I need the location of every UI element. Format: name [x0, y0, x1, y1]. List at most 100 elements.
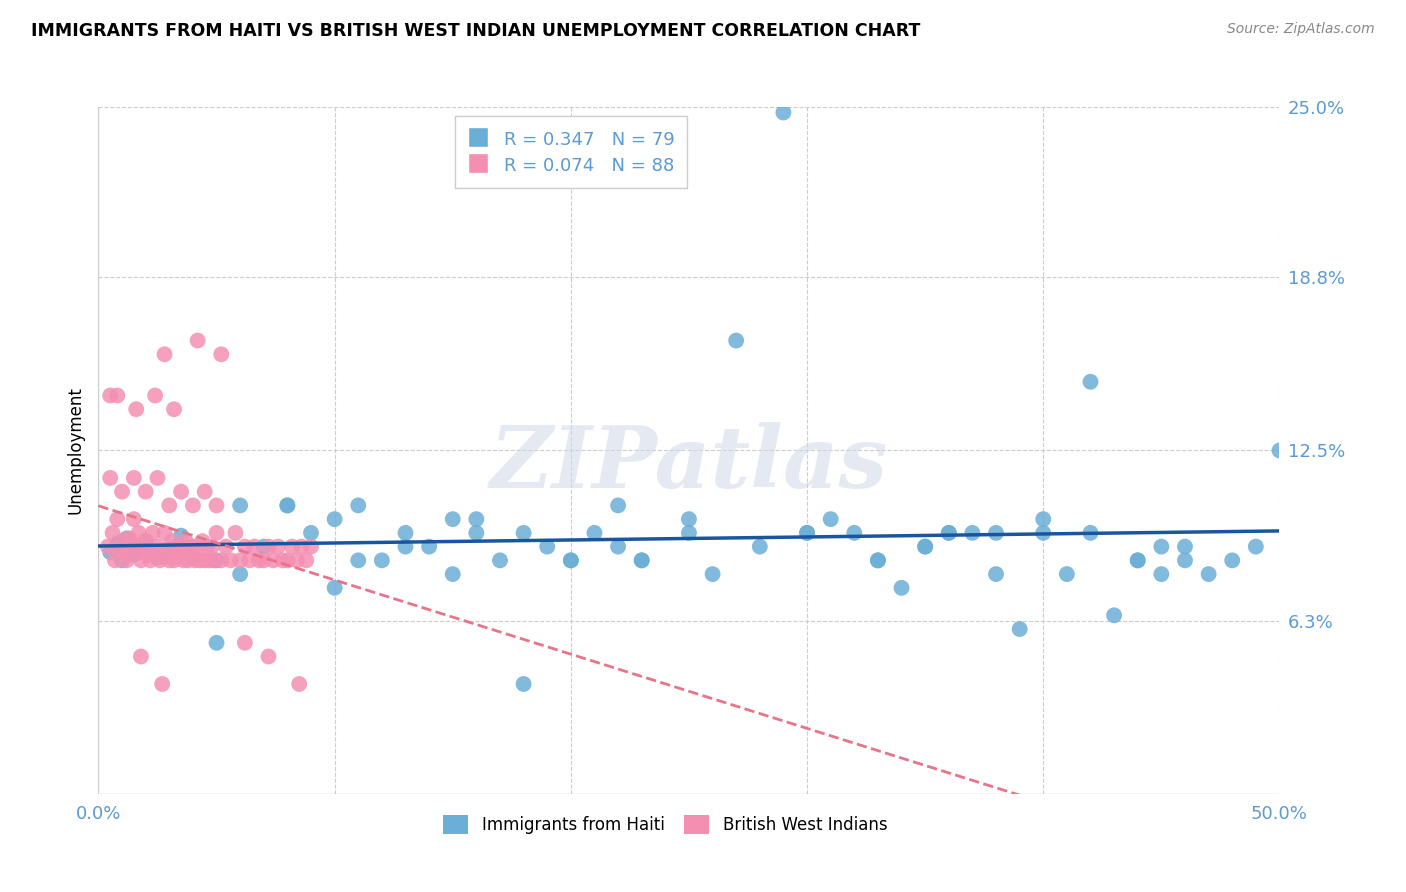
Point	[512, 525, 534, 540]
Point	[465, 525, 488, 540]
Point	[98, 388, 121, 402]
Point	[441, 567, 464, 582]
Point	[938, 525, 960, 540]
Point	[371, 553, 394, 567]
Point	[866, 553, 889, 567]
Point	[276, 499, 298, 513]
Point	[262, 553, 284, 567]
Point	[323, 581, 346, 595]
Point	[725, 334, 748, 348]
Point	[125, 402, 148, 417]
Point	[323, 512, 346, 526]
Point	[191, 534, 214, 549]
Point	[607, 540, 630, 554]
Point	[153, 525, 176, 540]
Point	[271, 553, 294, 567]
Point	[233, 540, 256, 554]
Point	[1008, 622, 1031, 636]
Point	[177, 553, 200, 567]
Point	[136, 548, 159, 562]
Point	[938, 525, 960, 540]
Point	[288, 677, 311, 691]
Point	[121, 537, 143, 551]
Point	[1150, 567, 1173, 582]
Point	[150, 677, 173, 691]
Point	[1268, 443, 1291, 458]
Point	[156, 545, 179, 559]
Point	[890, 581, 912, 595]
Point	[104, 553, 127, 567]
Point	[202, 553, 225, 567]
Point	[188, 553, 211, 567]
Point	[180, 540, 202, 554]
Point	[253, 553, 276, 567]
Point	[181, 499, 204, 513]
Point	[247, 553, 270, 567]
Point	[129, 649, 152, 664]
Point	[607, 499, 630, 513]
Point	[1032, 512, 1054, 526]
Point	[281, 540, 304, 554]
Point	[97, 540, 120, 554]
Point	[1126, 553, 1149, 567]
Point	[276, 499, 298, 513]
Point	[105, 537, 128, 551]
Point	[984, 525, 1007, 540]
Point	[299, 525, 322, 540]
Point	[165, 540, 187, 554]
Point	[1174, 540, 1197, 554]
Point	[239, 553, 262, 567]
Point	[118, 532, 141, 546]
Point	[170, 484, 193, 499]
Point	[181, 540, 204, 554]
Point	[209, 347, 232, 361]
Point	[172, 553, 194, 567]
Legend: Immigrants from Haiti, British West Indians: Immigrants from Haiti, British West Indi…	[430, 801, 901, 847]
Text: IMMIGRANTS FROM HAITI VS BRITISH WEST INDIAN UNEMPLOYMENT CORRELATION CHART: IMMIGRANTS FROM HAITI VS BRITISH WEST IN…	[31, 22, 921, 40]
Point	[108, 545, 131, 559]
Point	[146, 540, 169, 554]
Point	[132, 540, 155, 554]
Point	[465, 512, 488, 526]
Y-axis label: Unemployment: Unemployment	[66, 386, 84, 515]
Point	[129, 553, 152, 567]
Point	[122, 471, 145, 485]
Point	[290, 540, 312, 554]
Point	[1126, 553, 1149, 567]
Point	[1032, 525, 1054, 540]
Point	[139, 553, 162, 567]
Point	[215, 540, 238, 554]
Point	[125, 545, 148, 559]
Point	[418, 540, 440, 554]
Point	[1080, 375, 1102, 389]
Point	[844, 525, 866, 540]
Point	[347, 553, 370, 567]
Point	[243, 540, 266, 554]
Point	[157, 499, 180, 513]
Point	[229, 553, 252, 567]
Point	[135, 534, 157, 549]
Point	[115, 532, 138, 546]
Point	[184, 553, 207, 567]
Point	[560, 553, 582, 567]
Point	[111, 553, 134, 567]
Point	[1056, 567, 1078, 582]
Point	[105, 512, 128, 526]
Point	[194, 484, 217, 499]
Point	[201, 540, 224, 554]
Point	[1080, 525, 1102, 540]
Point	[748, 540, 770, 554]
Point	[146, 471, 169, 485]
Point	[209, 553, 232, 567]
Point	[678, 512, 700, 526]
Point	[796, 525, 818, 540]
Point	[914, 540, 936, 554]
Point	[205, 525, 228, 540]
Point	[224, 525, 246, 540]
Point	[122, 548, 145, 562]
Point	[128, 525, 150, 540]
Point	[229, 567, 252, 582]
Point	[257, 649, 280, 664]
Point	[167, 545, 190, 559]
Point	[163, 402, 186, 417]
